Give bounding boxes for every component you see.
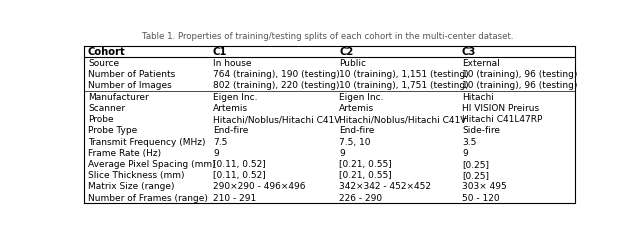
Text: 10 (training), 96 (testing): 10 (training), 96 (testing) — [462, 81, 577, 90]
Text: 3.5: 3.5 — [462, 137, 476, 146]
Text: 303× 495: 303× 495 — [462, 182, 507, 191]
Text: Side-fire: Side-fire — [462, 126, 500, 135]
Text: Number of Frames (range): Number of Frames (range) — [88, 193, 208, 202]
Text: Number of Images: Number of Images — [88, 81, 172, 90]
Text: Artemis: Artemis — [339, 103, 374, 112]
Text: 764 (training), 190 (testing): 764 (training), 190 (testing) — [213, 70, 340, 79]
Text: Eigen Inc.: Eigen Inc. — [339, 92, 384, 101]
Text: Artemis: Artemis — [213, 103, 248, 112]
Text: End-fire: End-fire — [213, 126, 248, 135]
Text: 7.5: 7.5 — [213, 137, 227, 146]
Text: 9: 9 — [339, 148, 345, 157]
Text: Eigen Inc.: Eigen Inc. — [213, 92, 257, 101]
Text: Hitachi: Hitachi — [462, 92, 494, 101]
Text: [0.25]: [0.25] — [462, 170, 489, 179]
Text: Probe: Probe — [88, 115, 113, 124]
Text: Matrix Size (range): Matrix Size (range) — [88, 182, 175, 191]
Text: [0.21, 0.55]: [0.21, 0.55] — [339, 159, 392, 168]
Text: 290×290 - 496×496: 290×290 - 496×496 — [213, 182, 305, 191]
Text: [0.25]: [0.25] — [462, 159, 489, 168]
Text: 802 (training), 220 (testing): 802 (training), 220 (testing) — [213, 81, 339, 90]
Text: 9: 9 — [462, 148, 468, 157]
Text: [0.21, 0.55]: [0.21, 0.55] — [339, 170, 392, 179]
Text: Frame Rate (Hz): Frame Rate (Hz) — [88, 148, 161, 157]
Text: 9: 9 — [213, 148, 219, 157]
Text: C2: C2 — [339, 47, 354, 57]
Text: 10 (training), 1,151 (testing): 10 (training), 1,151 (testing) — [339, 70, 469, 79]
Text: [0.11, 0.52]: [0.11, 0.52] — [213, 170, 266, 179]
Text: Hitachi/Noblus/Hitachi C41V: Hitachi/Noblus/Hitachi C41V — [213, 115, 340, 124]
Text: Slice Thickness (mm): Slice Thickness (mm) — [88, 170, 184, 179]
Text: 7.5, 10: 7.5, 10 — [339, 137, 371, 146]
Text: Probe Type: Probe Type — [88, 126, 137, 135]
Text: External: External — [462, 59, 500, 68]
Text: 226 - 290: 226 - 290 — [339, 193, 383, 202]
Text: Transmit Frequency (MHz): Transmit Frequency (MHz) — [88, 137, 205, 146]
Text: Hitachi/Noblus/Hitachi C41V: Hitachi/Noblus/Hitachi C41V — [339, 115, 467, 124]
Text: C3: C3 — [462, 47, 476, 57]
Text: Number of Patients: Number of Patients — [88, 70, 175, 79]
Text: End-fire: End-fire — [339, 126, 375, 135]
Text: In house: In house — [213, 59, 252, 68]
Text: Table 1. Properties of training/testing splits of each cohort in the multi-cente: Table 1. Properties of training/testing … — [142, 32, 514, 41]
Text: 210 - 291: 210 - 291 — [213, 193, 256, 202]
Text: Average Pixel Spacing (mm): Average Pixel Spacing (mm) — [88, 159, 216, 168]
Text: C1: C1 — [213, 47, 227, 57]
Text: 342×342 - 452×452: 342×342 - 452×452 — [339, 182, 431, 191]
Text: HI VISION Preirus: HI VISION Preirus — [462, 103, 539, 112]
Text: 10 (training), 1,751 (testing): 10 (training), 1,751 (testing) — [339, 81, 469, 90]
Text: Manufacturer: Manufacturer — [88, 92, 148, 101]
Text: Public: Public — [339, 59, 367, 68]
Text: 10 (training), 96 (testing): 10 (training), 96 (testing) — [462, 70, 577, 79]
Text: Hitachi C41L47RP: Hitachi C41L47RP — [462, 115, 542, 124]
Text: [0.11, 0.52]: [0.11, 0.52] — [213, 159, 266, 168]
Text: Cohort: Cohort — [88, 47, 125, 57]
Text: Scanner: Scanner — [88, 103, 125, 112]
Text: Source: Source — [88, 59, 119, 68]
Text: 50 - 120: 50 - 120 — [462, 193, 500, 202]
